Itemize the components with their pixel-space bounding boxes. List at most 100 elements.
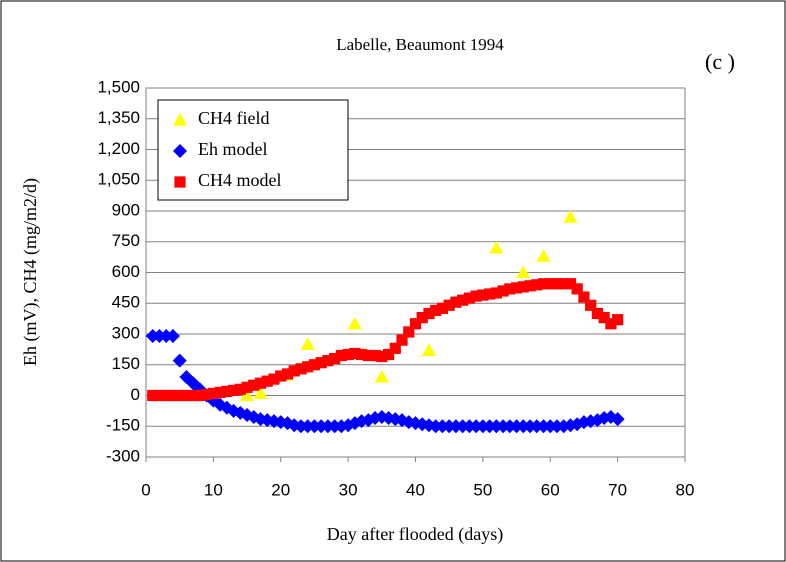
marker	[396, 334, 408, 346]
marker	[248, 379, 260, 391]
y-tick-label: 1,350	[97, 108, 140, 127]
marker	[322, 355, 334, 367]
marker	[544, 278, 556, 290]
marker	[564, 278, 577, 290]
marker	[214, 386, 226, 399]
marker	[302, 361, 314, 373]
y-tick-label: 300	[112, 323, 140, 342]
marker	[470, 290, 482, 302]
marker	[147, 389, 159, 402]
y-tick-label: 1,200	[97, 139, 140, 158]
marker	[598, 312, 610, 324]
marker	[221, 385, 233, 397]
x-tick-label: 40	[406, 480, 425, 499]
marker	[610, 412, 625, 427]
marker	[430, 304, 442, 317]
marker	[329, 353, 341, 365]
marker	[362, 349, 374, 362]
y-tick-label: -300	[106, 446, 140, 465]
x-tick-label: 50	[473, 480, 492, 499]
marker	[443, 299, 455, 311]
marker	[423, 307, 435, 320]
y-tick-label: 1,500	[97, 77, 140, 96]
marker	[497, 285, 509, 297]
marker	[403, 326, 415, 338]
marker	[563, 210, 578, 223]
x-tick-label: 70	[608, 480, 627, 499]
marker	[268, 373, 280, 385]
marker	[490, 287, 502, 299]
marker	[295, 363, 307, 375]
marker	[356, 348, 368, 361]
marker	[536, 249, 551, 262]
marker	[374, 370, 389, 383]
marker	[484, 288, 496, 300]
y-tick-label: -150	[106, 416, 140, 435]
marker	[207, 387, 219, 400]
annotation: (c )	[705, 49, 735, 74]
marker	[240, 388, 255, 402]
marker	[571, 283, 583, 295]
x-tick-label: 30	[339, 480, 358, 499]
marker	[261, 375, 273, 387]
marker	[201, 388, 213, 401]
marker	[578, 291, 590, 303]
marker	[167, 389, 179, 402]
y-tick-label: 450	[112, 293, 140, 312]
marker	[510, 282, 523, 294]
marker	[612, 314, 624, 326]
marker	[172, 353, 187, 368]
marker	[389, 342, 401, 354]
marker	[349, 347, 361, 360]
legend-marker	[174, 176, 186, 188]
y-tick-label: 900	[112, 200, 140, 219]
marker	[315, 357, 327, 369]
legend-label: CH4 model	[198, 170, 282, 190]
marker	[160, 389, 172, 402]
marker	[516, 265, 531, 279]
marker	[376, 350, 388, 363]
marker	[335, 349, 347, 362]
marker	[254, 377, 267, 389]
x-axis-label: Day after flooded (days)	[327, 524, 503, 545]
x-tick-label: 20	[271, 480, 290, 499]
marker	[409, 318, 422, 330]
marker	[194, 389, 206, 402]
marker	[477, 289, 489, 301]
marker	[605, 318, 617, 330]
marker	[187, 389, 199, 402]
x-tick-label: 80	[676, 480, 695, 499]
marker	[450, 296, 462, 308]
marker	[308, 359, 321, 371]
marker	[180, 389, 193, 402]
marker	[524, 280, 536, 292]
legend-marker	[173, 113, 187, 126]
x-tick-label: 0	[141, 480, 150, 499]
marker	[421, 343, 436, 356]
marker	[241, 381, 253, 393]
y-tick-label: 150	[112, 354, 140, 373]
y-tick-label: 600	[112, 262, 140, 281]
marker	[537, 278, 550, 290]
marker	[382, 348, 395, 361]
marker	[558, 278, 570, 290]
marker	[347, 316, 362, 330]
marker	[300, 337, 315, 350]
marker	[288, 365, 300, 377]
y-axis-label: Eh (mV), CH4 (mg/m2/d)	[20, 178, 41, 366]
marker	[531, 279, 543, 291]
marker	[504, 283, 516, 295]
marker	[342, 348, 354, 361]
legend-label: CH4 field	[198, 108, 270, 128]
marker	[174, 389, 186, 402]
marker	[281, 368, 294, 380]
y-tick-label: 1,050	[97, 170, 140, 189]
marker	[585, 299, 597, 311]
x-tick-label: 60	[541, 480, 560, 499]
marker	[253, 386, 268, 400]
legend-box	[157, 99, 349, 201]
marker	[416, 312, 428, 324]
marker	[551, 278, 563, 290]
marker	[275, 370, 287, 382]
marker	[517, 281, 529, 293]
